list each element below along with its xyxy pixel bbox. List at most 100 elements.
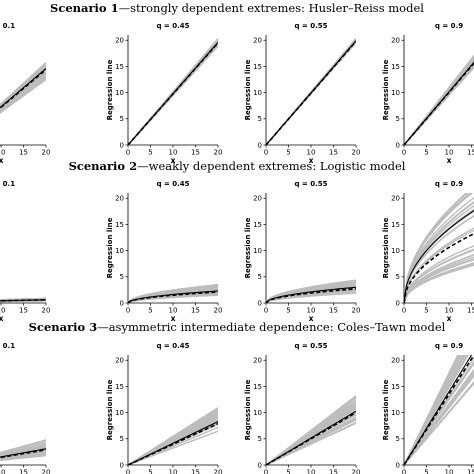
band-line bbox=[266, 285, 356, 303]
band-line bbox=[128, 284, 218, 303]
y-axis-label: Regression line bbox=[244, 59, 252, 120]
panel-title: q = 0.9 bbox=[435, 22, 463, 30]
y-tick-label: 0 bbox=[396, 141, 400, 149]
y-tick-label: 0 bbox=[258, 299, 262, 307]
y-tick-label: 0 bbox=[396, 461, 400, 469]
y-tick-label: 20 bbox=[253, 195, 262, 203]
panel-title: q = 0.9 bbox=[435, 342, 463, 350]
band-line bbox=[404, 64, 474, 145]
y-axis-label: Regression line bbox=[106, 217, 114, 278]
solid-true-line bbox=[404, 61, 474, 145]
x-tick-label: 15 bbox=[191, 469, 200, 474]
y-tick-label: 15 bbox=[115, 221, 124, 229]
dashed-estimate-line bbox=[266, 288, 356, 303]
band-line bbox=[404, 204, 474, 303]
x-tick-label: 5 bbox=[286, 149, 290, 157]
panel-plot-area bbox=[266, 395, 356, 465]
y-tick-label: 5 bbox=[396, 115, 400, 123]
band-line bbox=[404, 54, 474, 145]
y-tick-label: 10 bbox=[391, 409, 400, 417]
band-line bbox=[404, 258, 474, 303]
band-line bbox=[404, 64, 474, 145]
band-line bbox=[404, 65, 474, 145]
y-tick-label: 15 bbox=[391, 63, 400, 71]
scenario-1-title-bold: Scenario 1 bbox=[50, 1, 119, 15]
x-tick-label: 20 bbox=[214, 307, 223, 315]
y-tick-label: 15 bbox=[253, 63, 262, 71]
band-line bbox=[404, 61, 474, 145]
y-tick-label: 5 bbox=[120, 273, 124, 281]
x-tick-label: 15 bbox=[19, 149, 28, 157]
x-tick-label: 15 bbox=[467, 307, 474, 315]
band-line bbox=[404, 63, 474, 145]
y-tick-label: 20 bbox=[115, 357, 124, 365]
band-line bbox=[404, 64, 474, 145]
dashed-estimate-line bbox=[0, 449, 46, 459]
x-tick-label: 0 bbox=[126, 149, 130, 157]
band-line bbox=[404, 55, 474, 145]
solid-true-line bbox=[404, 209, 474, 303]
dashed-estimate-line bbox=[0, 68, 46, 110]
y-axis-label: Regression line bbox=[106, 59, 114, 120]
y-tick-label: 20 bbox=[115, 195, 124, 203]
band-line bbox=[404, 262, 474, 303]
band-line bbox=[128, 294, 218, 303]
y-axis-label: Regression line bbox=[382, 59, 390, 120]
panel-title: q = 0.45 bbox=[156, 342, 189, 350]
x-tick-label: 5 bbox=[286, 307, 290, 315]
panel-title: q = 0.55 bbox=[294, 342, 327, 350]
y-axis-label: Regression line bbox=[106, 379, 114, 440]
band-line bbox=[404, 57, 474, 145]
band-line bbox=[404, 193, 474, 303]
x-tick-label: 10 bbox=[445, 469, 454, 474]
x-tick-label: 15 bbox=[329, 469, 338, 474]
band-line bbox=[404, 63, 474, 145]
y-axis-label: Regression line bbox=[382, 379, 390, 440]
panel-title: q = 0.55 bbox=[294, 180, 327, 188]
x-tick-label: 0 bbox=[402, 149, 406, 157]
x-tick-label: 20 bbox=[214, 149, 223, 157]
band-line bbox=[404, 256, 474, 303]
x-tick-label: 10 bbox=[0, 307, 5, 315]
dashed-estimate-line bbox=[404, 61, 474, 145]
band-line bbox=[0, 439, 46, 454]
x-axis-label: x bbox=[0, 314, 4, 323]
y-tick-label: 20 bbox=[115, 37, 124, 45]
band-line bbox=[0, 62, 46, 106]
band-line bbox=[404, 55, 474, 145]
x-tick-label: 10 bbox=[445, 307, 454, 315]
y-tick-label: 10 bbox=[115, 247, 124, 255]
band-line bbox=[266, 292, 356, 303]
band-line bbox=[404, 58, 474, 145]
panel-plot-area bbox=[404, 54, 474, 145]
x-tick-label: 0 bbox=[402, 469, 406, 474]
band-line bbox=[404, 63, 474, 145]
dashed-estimate-line bbox=[404, 232, 474, 303]
band-line bbox=[266, 417, 356, 465]
panel-title: q = 0.45 bbox=[156, 22, 189, 30]
scenario-2-title-rest: —weakly dependent extremes: Logistic mod… bbox=[137, 159, 406, 173]
x-tick-label: 20 bbox=[42, 149, 51, 157]
y-tick-label: 20 bbox=[253, 37, 262, 45]
x-axis-label: x bbox=[309, 314, 314, 323]
band-line bbox=[0, 297, 46, 301]
x-axis-label: x bbox=[171, 156, 176, 165]
panel-title: q = 0.1 bbox=[0, 180, 15, 188]
y-tick-label: 20 bbox=[391, 37, 400, 45]
y-tick-label: 10 bbox=[253, 89, 262, 97]
x-tick-label: 15 bbox=[467, 149, 474, 157]
panel-plot-area bbox=[0, 62, 46, 114]
band-line bbox=[404, 59, 474, 145]
x-tick-label: 15 bbox=[19, 469, 28, 474]
y-axis-label: Regression line bbox=[244, 217, 252, 278]
band-line bbox=[404, 55, 474, 145]
band-line bbox=[404, 264, 474, 303]
panel-plot-area bbox=[266, 38, 356, 145]
y-axis-label: Regression line bbox=[382, 217, 390, 278]
x-tick-label: 15 bbox=[191, 307, 200, 315]
band-line bbox=[404, 60, 474, 145]
